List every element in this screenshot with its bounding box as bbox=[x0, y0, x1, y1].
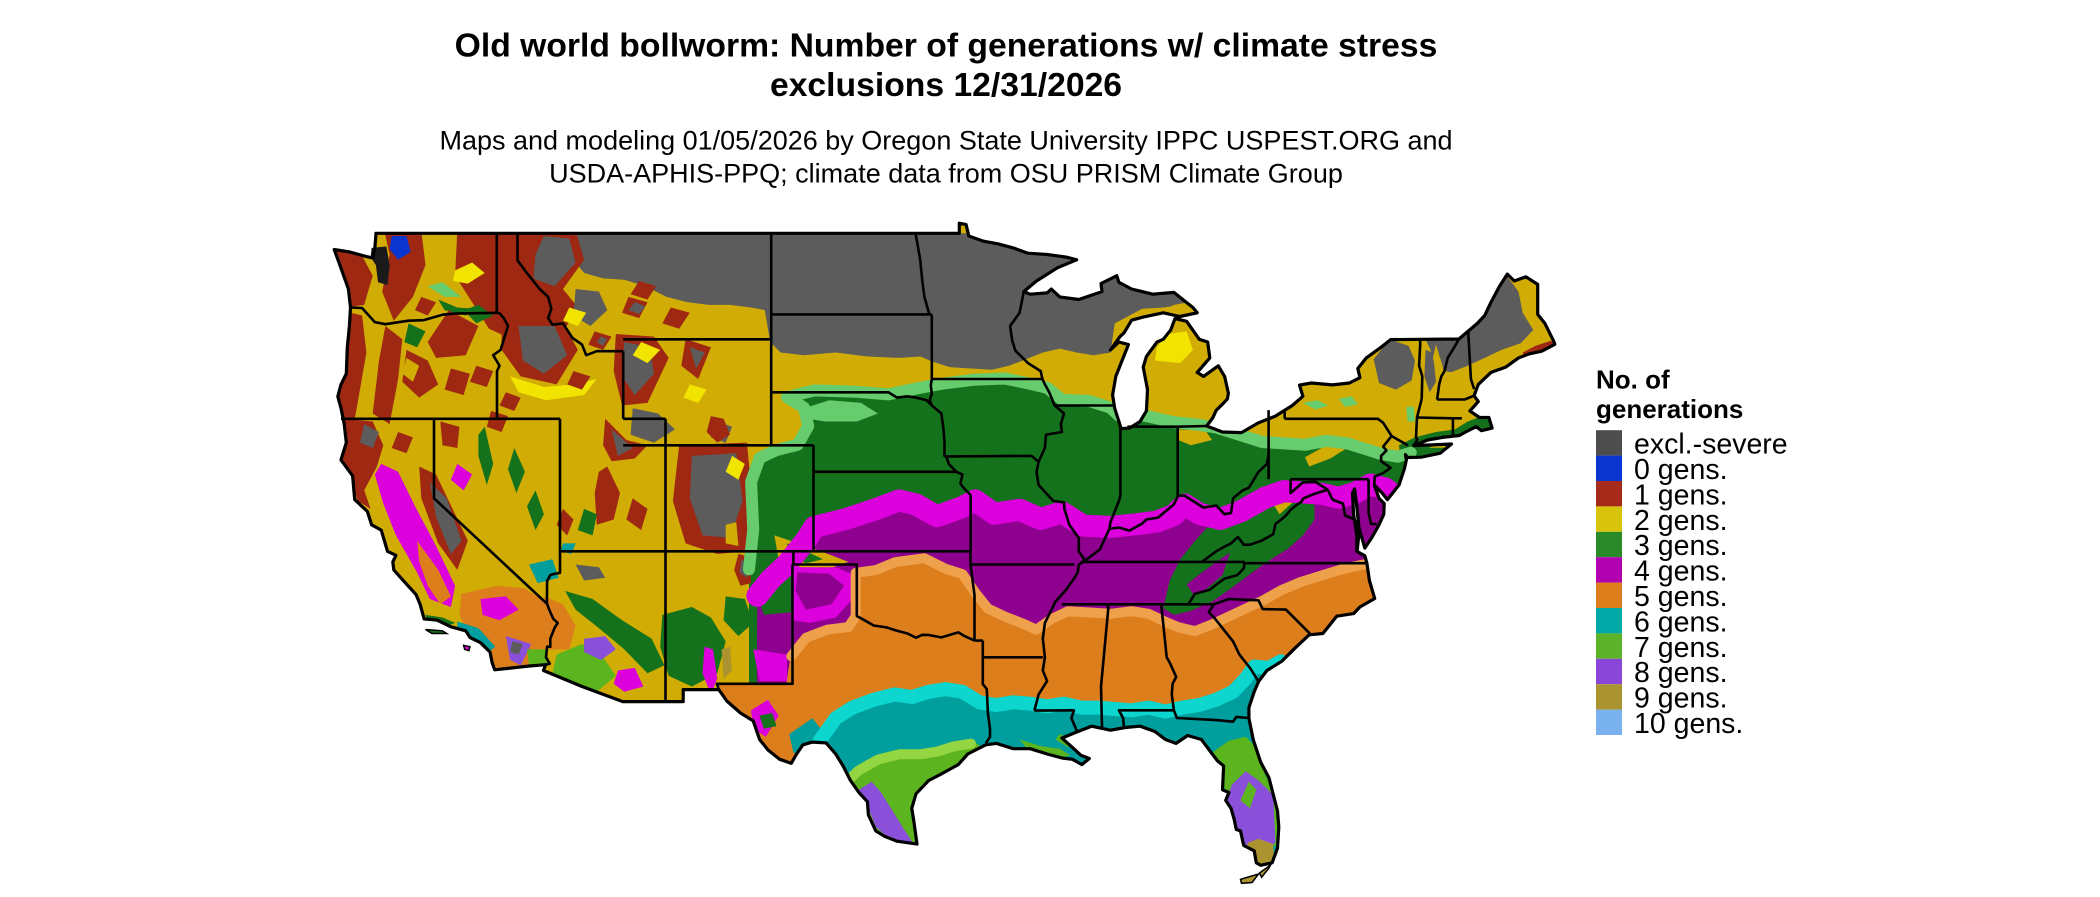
svg-text:0 gens.: 0 gens. bbox=[1634, 454, 1728, 486]
svg-text:3 gens.: 3 gens. bbox=[1634, 530, 1728, 562]
svg-text:5 gens.: 5 gens. bbox=[1634, 581, 1728, 613]
svg-text:1 gens.: 1 gens. bbox=[1634, 479, 1728, 511]
svg-text:8 gens.: 8 gens. bbox=[1634, 657, 1728, 689]
svg-text:4 gens.: 4 gens. bbox=[1634, 556, 1728, 588]
svg-text:USDA-APHIS-PPQ; climate data f: USDA-APHIS-PPQ; climate data from OSU PR… bbox=[549, 159, 1343, 189]
svg-text:No. of: No. of bbox=[1596, 364, 1670, 394]
svg-text:7 gens.: 7 gens. bbox=[1634, 632, 1728, 664]
svg-text:Maps and modeling 01/05/2026 b: Maps and modeling 01/05/2026 by Oregon S… bbox=[439, 125, 1452, 155]
svg-text:generations: generations bbox=[1596, 394, 1743, 424]
svg-text:excl.-severe: excl.-severe bbox=[1634, 429, 1788, 461]
svg-text:2 gens.: 2 gens. bbox=[1634, 505, 1728, 537]
svg-text:9 gens.: 9 gens. bbox=[1634, 683, 1728, 715]
svg-text:exclusions 12/31/2026: exclusions 12/31/2026 bbox=[770, 66, 1122, 104]
svg-text:6 gens.: 6 gens. bbox=[1634, 606, 1728, 638]
svg-text:Old world bollworm: Number of: Old world bollworm: Number of generation… bbox=[455, 27, 1438, 65]
svg-text:10 gens.: 10 gens. bbox=[1634, 708, 1743, 740]
